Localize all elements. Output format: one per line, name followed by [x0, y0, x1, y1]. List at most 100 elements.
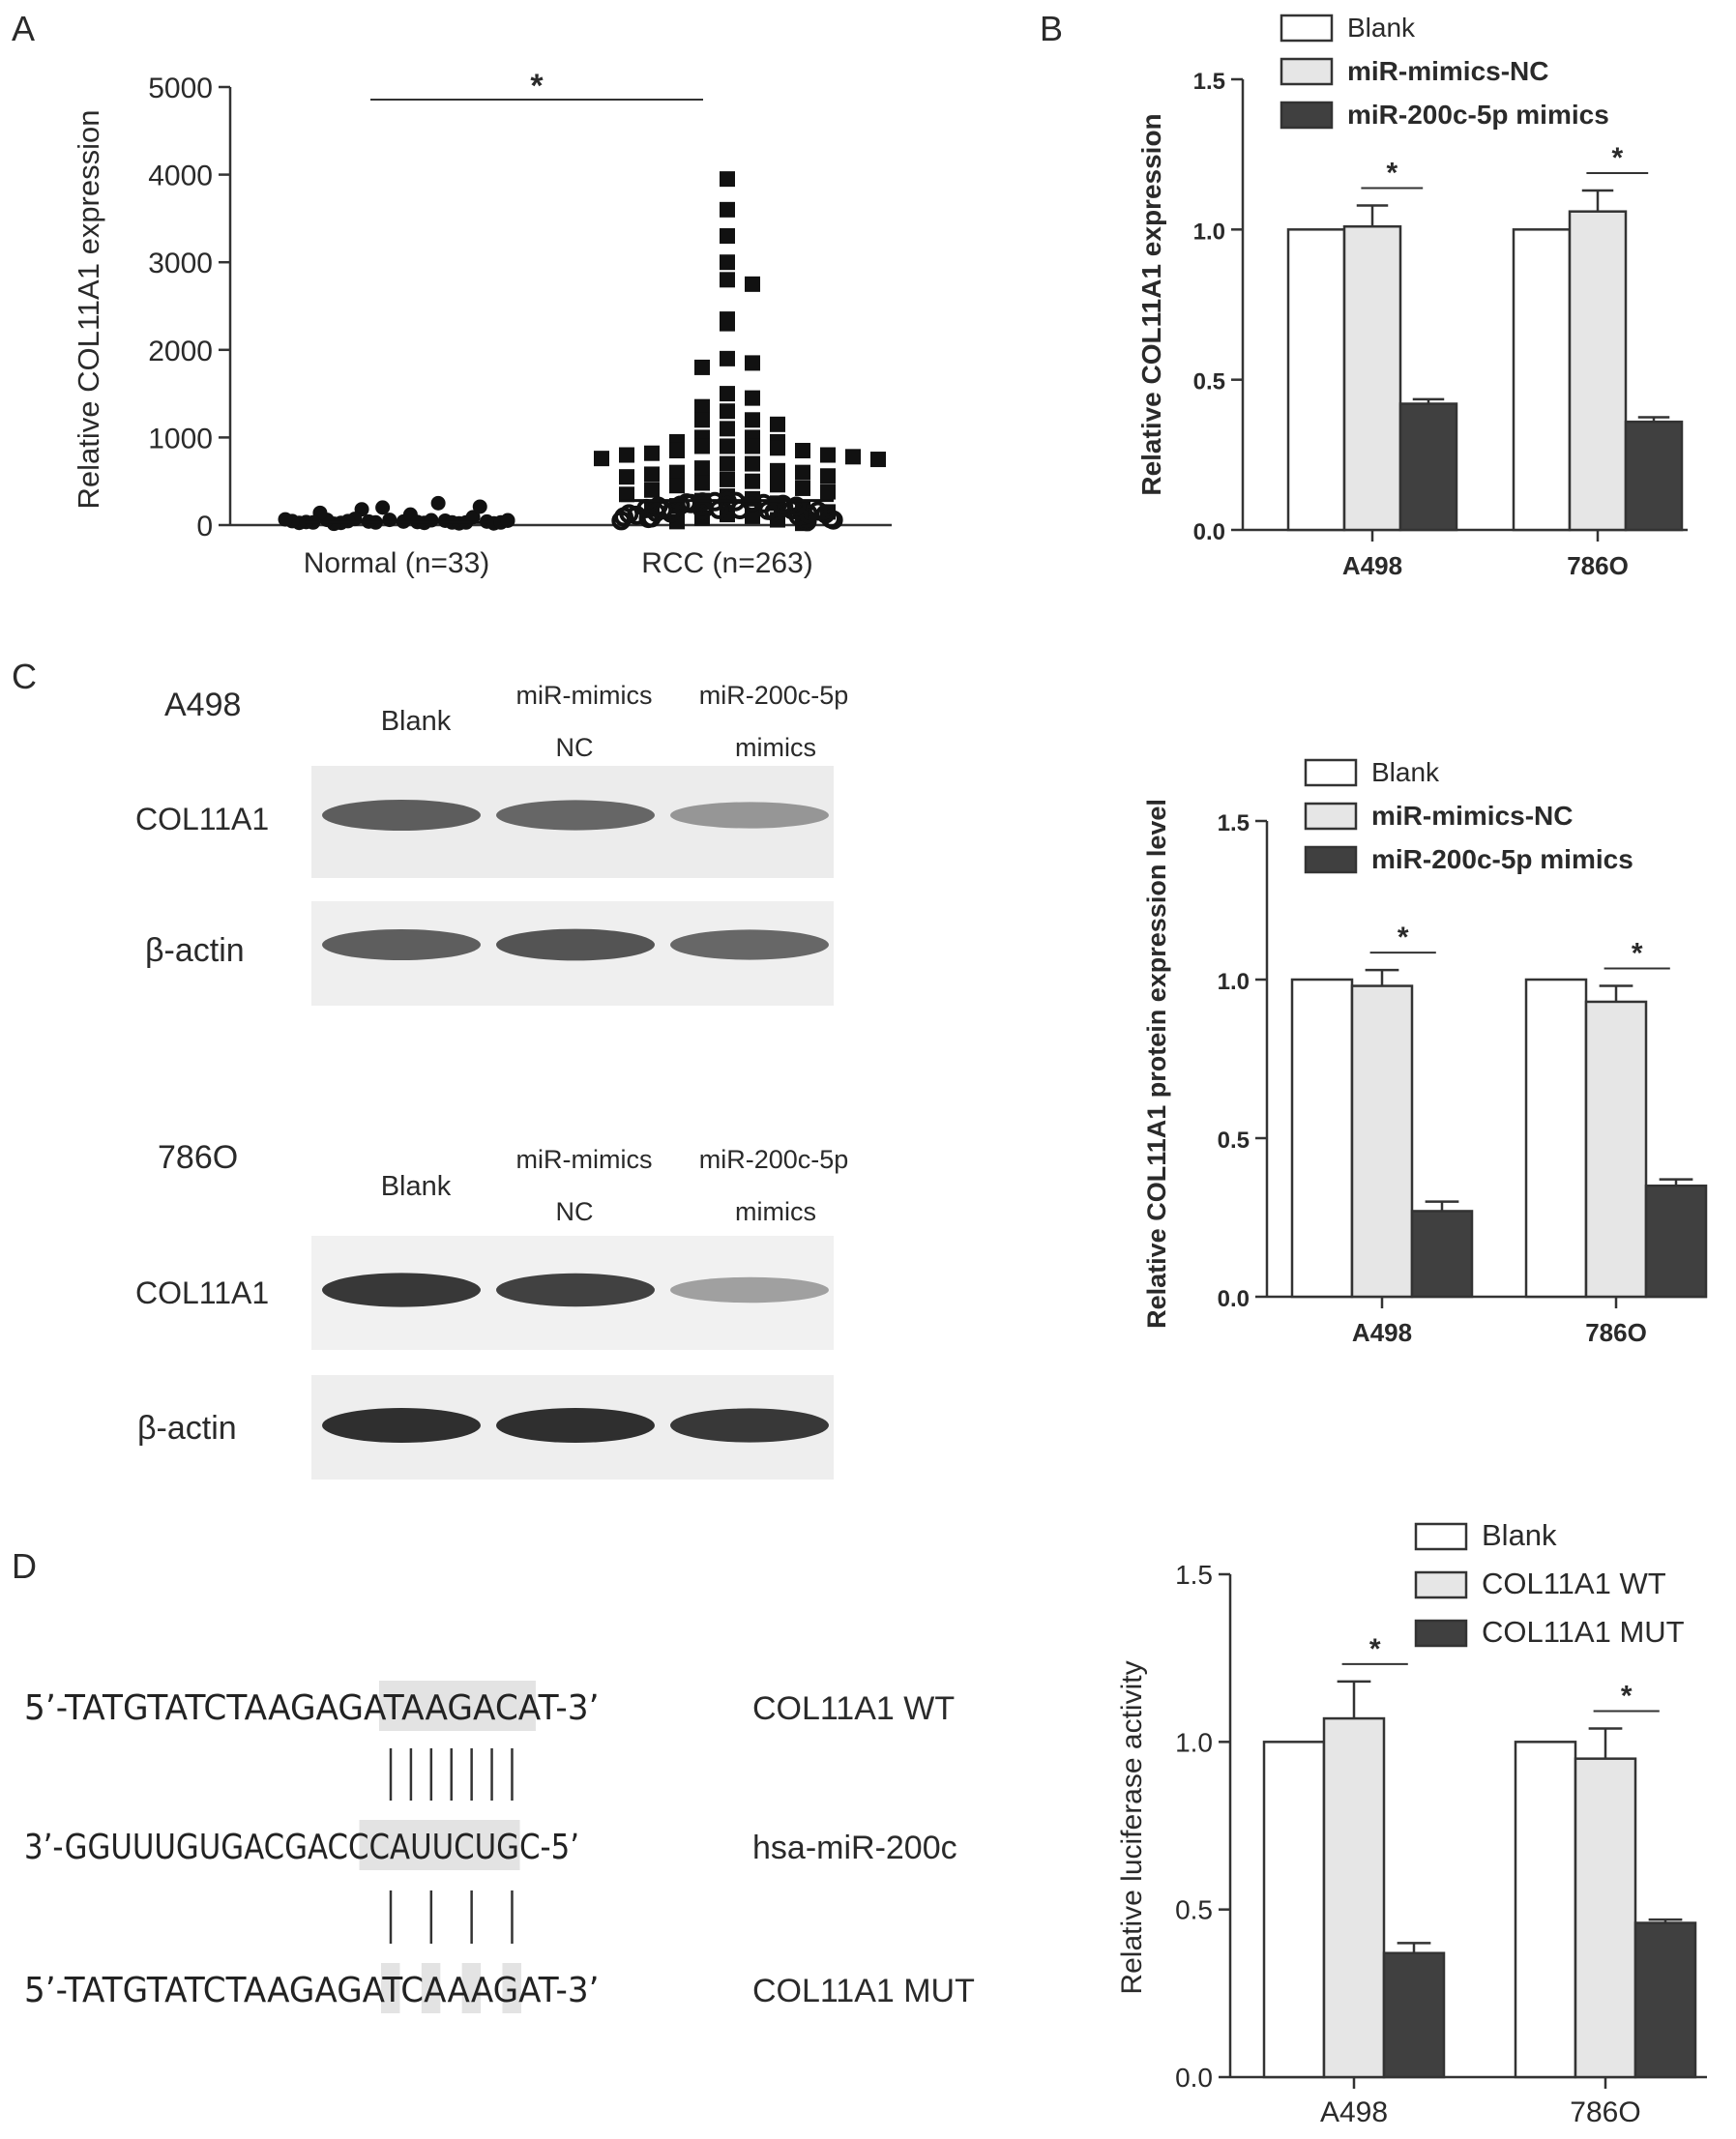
bar	[1398, 402, 1458, 532]
data-point	[795, 442, 810, 458]
data-point	[770, 416, 785, 432]
legend-label: Blank	[1371, 757, 1440, 787]
data-point	[720, 272, 735, 288]
x-tick-label: Normal (n=33)	[304, 547, 490, 579]
data-point	[472, 499, 487, 514]
data-point	[619, 486, 634, 503]
blot-band	[322, 800, 481, 831]
lane-label: mimics	[735, 1197, 816, 1226]
seed-highlight	[379, 1681, 536, 1731]
lane-label: NC	[556, 1197, 594, 1226]
blot-band	[322, 1273, 481, 1307]
bar	[1568, 210, 1628, 532]
bar	[1322, 1716, 1386, 2079]
data-point	[795, 464, 810, 481]
y-tick-label: 1.5	[1218, 810, 1250, 836]
y-tick-label: 1.0	[1218, 969, 1250, 995]
data-point	[720, 438, 735, 454]
data-point	[745, 276, 760, 292]
legend-swatch	[1304, 802, 1358, 831]
data-point	[694, 460, 710, 477]
data-point	[375, 500, 391, 515]
lane-label: miR-200c-5p	[699, 681, 849, 710]
y-tick-label: 0	[196, 511, 213, 542]
data-point	[720, 403, 735, 420]
legend-swatch	[1304, 758, 1358, 787]
data-point	[720, 471, 735, 487]
blot-row-label: β-actin	[137, 1410, 237, 1447]
data-point	[820, 468, 836, 484]
x-tick-label: A498	[1342, 551, 1402, 580]
y-tick-label: 1.5	[1193, 69, 1225, 95]
data-point	[644, 482, 660, 498]
significance-star: *	[1632, 938, 1643, 970]
bar	[1262, 1741, 1326, 2079]
data-point	[694, 359, 710, 375]
data-point	[619, 447, 634, 463]
y-tick-label: 0.0	[1193, 519, 1225, 545]
legend-swatch	[1280, 101, 1334, 130]
data-point	[720, 421, 735, 437]
lane-label: Blank	[381, 706, 452, 737]
cell-line-label: 786O	[158, 1139, 238, 1176]
y-tick-label: 4000	[148, 161, 213, 192]
data-point	[694, 412, 710, 428]
significance-star: *	[530, 68, 544, 104]
y-tick-label: 1.0	[1175, 1727, 1213, 1757]
legend-label: COL11A1 MUT	[1482, 1615, 1685, 1649]
panel-letter-c: C	[12, 657, 37, 696]
data-point	[720, 228, 735, 245]
blot-band	[670, 929, 829, 960]
bar	[1286, 228, 1346, 532]
bar	[1410, 1210, 1474, 1299]
lane-label: mimics	[735, 733, 816, 762]
legend-swatch	[1414, 1570, 1468, 1599]
blot-band	[496, 1273, 655, 1307]
data-point	[669, 442, 685, 458]
seed-highlight	[359, 1820, 520, 1870]
panel-letter-d: D	[12, 1546, 37, 1586]
mutation-highlight	[421, 1963, 441, 2013]
blot-row-label: COL11A1	[135, 802, 269, 836]
bar	[1574, 1757, 1637, 2079]
legend-label: miR-200c-5p mimics	[1371, 844, 1633, 874]
blot-band	[670, 1276, 829, 1304]
bar	[1644, 1184, 1708, 1299]
data-point	[820, 483, 836, 500]
lane-label: Blank	[381, 1171, 452, 1202]
x-tick-label: A498	[1320, 2096, 1388, 2128]
data-point	[430, 495, 446, 511]
x-tick-label: 786O	[1567, 551, 1629, 580]
lane-label: miR-200c-5p	[699, 1145, 849, 1174]
data-point	[770, 440, 785, 456]
x-tick-label: A498	[1352, 1318, 1412, 1347]
data-point	[720, 171, 735, 188]
data-point	[745, 455, 760, 472]
data-point	[770, 477, 785, 493]
data-point	[500, 513, 515, 528]
lane-label: miR-mimics	[516, 681, 653, 710]
y-tick-label: 0.5	[1175, 1895, 1213, 1925]
mutation-highlight	[381, 1963, 400, 2013]
data-point	[720, 350, 735, 366]
data-point	[745, 438, 760, 454]
sequence-label: COL11A1 WT	[752, 1690, 955, 1727]
data-point	[694, 398, 710, 415]
y-axis-label: Relative COL11A1 protein expression leve…	[1142, 799, 1171, 1329]
data-point	[681, 493, 701, 513]
blot-row-label: β-actin	[145, 932, 245, 969]
legend-swatch	[1414, 1522, 1468, 1551]
y-axis-label: Relative luciferase activity	[1116, 1660, 1148, 1994]
sequence-text: 5’-TATGTATCTAAGAGATAAGACAT-3’	[24, 1688, 600, 1728]
blot-band	[496, 928, 655, 961]
data-point	[594, 451, 609, 467]
data-point	[278, 512, 293, 527]
legend-label: Blank	[1347, 13, 1416, 43]
bar	[1514, 1741, 1577, 2079]
legend-label: Blank	[1482, 1518, 1557, 1552]
data-point	[770, 462, 785, 479]
data-point	[720, 201, 735, 218]
bar-chart-b: Relative COL11A1 expression Blank miR-mim…	[1136, 13, 1688, 580]
sequence-text: 5’-TATGTATCTAAGAGATCAAAGAT-3’	[24, 1971, 600, 2010]
